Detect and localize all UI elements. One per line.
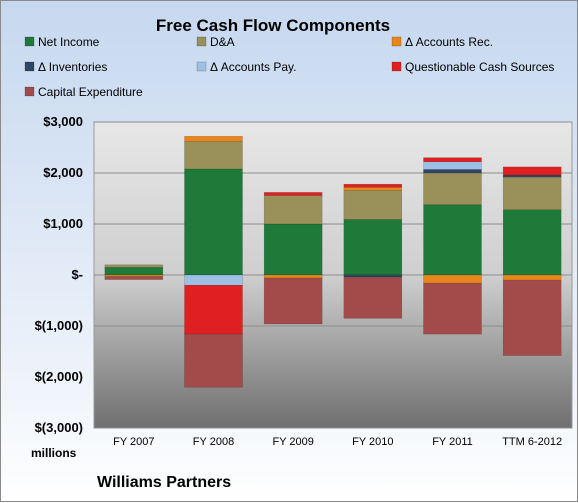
- legend-label-delta-accounts-pay: Δ Accounts Pay.: [210, 60, 297, 74]
- bar-net-income-fy-2011: [423, 204, 482, 276]
- company-name: Williams Partners: [97, 474, 231, 491]
- bar-d-a-fy-2008: [184, 141, 243, 170]
- y-axis: $3,000 $2,000 $1,000 $- $(1,000) $(2,000) $(3,…: [35, 114, 83, 435]
- legend-swatch-d-a: [196, 36, 207, 47]
- x-axis: FY 2007 FY 2008 FY 2009 FY 2010 FY 2011 TTM 6…: [113, 436, 562, 448]
- x-tick-label: FY 2007: [113, 436, 154, 448]
- y-tick-label: $(1,000): [35, 318, 83, 333]
- bar-capital-expenditure-fy-2009: [263, 277, 323, 325]
- x-tick-label: FY 2008: [193, 436, 234, 448]
- legend-label-delta-inventories: Δ Inventories: [38, 60, 107, 74]
- y-tick-label: $1,000: [43, 216, 83, 231]
- legend-swatch-net-income: [24, 36, 35, 47]
- bar-d-a-fy-2007: [104, 264, 164, 268]
- bar-net-income-fy-2009: [263, 223, 323, 276]
- chart-title: Free Cash Flow Components: [156, 16, 390, 35]
- legend-swatch-questionable-cash-sources: [391, 61, 402, 72]
- bar-delta-accounts-rec-fy-2010: [343, 187, 403, 191]
- x-tick-label: FY 2011: [432, 436, 473, 448]
- bar-delta-accounts-rec-fy-2011: [423, 274, 482, 284]
- bar-capital-expenditure-fy-2011: [423, 282, 482, 335]
- bar-capital-expenditure-fy-2010: [343, 276, 403, 319]
- bar-capital-expenditure-ttm-6-2012: [502, 279, 562, 356]
- bar-d-a-fy-2010: [343, 190, 403, 220]
- units-label: millions: [31, 446, 77, 460]
- bar-delta-inventories-ttm-6-2012: [502, 174, 562, 178]
- bar-net-income-fy-2007: [104, 267, 164, 276]
- legend-label-net-income: Net Income: [38, 35, 100, 49]
- bar-delta-accounts-rec-fy-2009: [263, 274, 323, 279]
- bars: [104, 136, 562, 388]
- bar-delta-accounts-rec-fy-2008: [184, 136, 243, 142]
- bar-questionable-cash-sources-fy-2009: [263, 192, 323, 196]
- legend-label-capital-expenditure: Capital Expenditure: [38, 85, 143, 99]
- x-tick-label: FY 2010: [352, 436, 393, 448]
- bar-delta-accounts-pay-fy-2008: [184, 274, 243, 286]
- x-tick-label: FY 2009: [272, 436, 313, 448]
- bar-net-income-fy-2010: [343, 219, 403, 276]
- bar-questionable-cash-sources-fy-2008: [184, 284, 243, 335]
- bar-capital-expenditure-fy-2008: [184, 333, 243, 388]
- y-tick-label: $-: [71, 267, 83, 282]
- bar-net-income-ttm-6-2012: [502, 209, 562, 276]
- y-tick-label: $2,000: [43, 165, 83, 180]
- legend-swatch-delta-inventories: [24, 61, 35, 72]
- legend-label-delta-accounts-rec: Δ Accounts Rec.: [405, 35, 493, 49]
- y-tick-label: $3,000: [43, 114, 83, 129]
- y-tick-label: $(3,000): [35, 420, 83, 435]
- bar-d-a-fy-2009: [263, 195, 323, 225]
- bar-delta-inventories-fy-2010: [343, 274, 403, 278]
- legend-label-questionable-cash-sources: Questionable Cash Sources: [405, 60, 554, 74]
- bar-delta-accounts-pay-fy-2011: [423, 161, 482, 170]
- bar-capital-expenditure-fy-2007: [104, 276, 164, 280]
- bar-net-income-fy-2008: [184, 168, 243, 276]
- bar-d-a-fy-2011: [423, 172, 482, 205]
- bar-delta-accounts-rec-ttm-6-2012: [502, 274, 562, 281]
- x-tick-label: TTM 6-2012: [502, 436, 562, 448]
- bar-questionable-cash-sources-fy-2011: [423, 157, 482, 163]
- legend-label-d-a: D&A: [210, 35, 235, 49]
- gridlines: [94, 121, 572, 429]
- y-tick-label: $(2,000): [35, 369, 83, 384]
- legend: Net Income D&A Δ Accounts Rec. Δ Inventorie…: [24, 35, 554, 99]
- legend-swatch-delta-accounts-rec: [391, 36, 402, 47]
- bar-questionable-cash-sources-ttm-6-2012: [502, 166, 562, 176]
- legend-swatch-capital-expenditure: [24, 86, 35, 97]
- bar-questionable-cash-sources-fy-2010: [343, 183, 403, 188]
- bar-d-a-ttm-6-2012: [502, 176, 562, 210]
- legend-swatch-delta-accounts-pay: [196, 61, 207, 72]
- bar-delta-inventories-fy-2011: [423, 169, 482, 174]
